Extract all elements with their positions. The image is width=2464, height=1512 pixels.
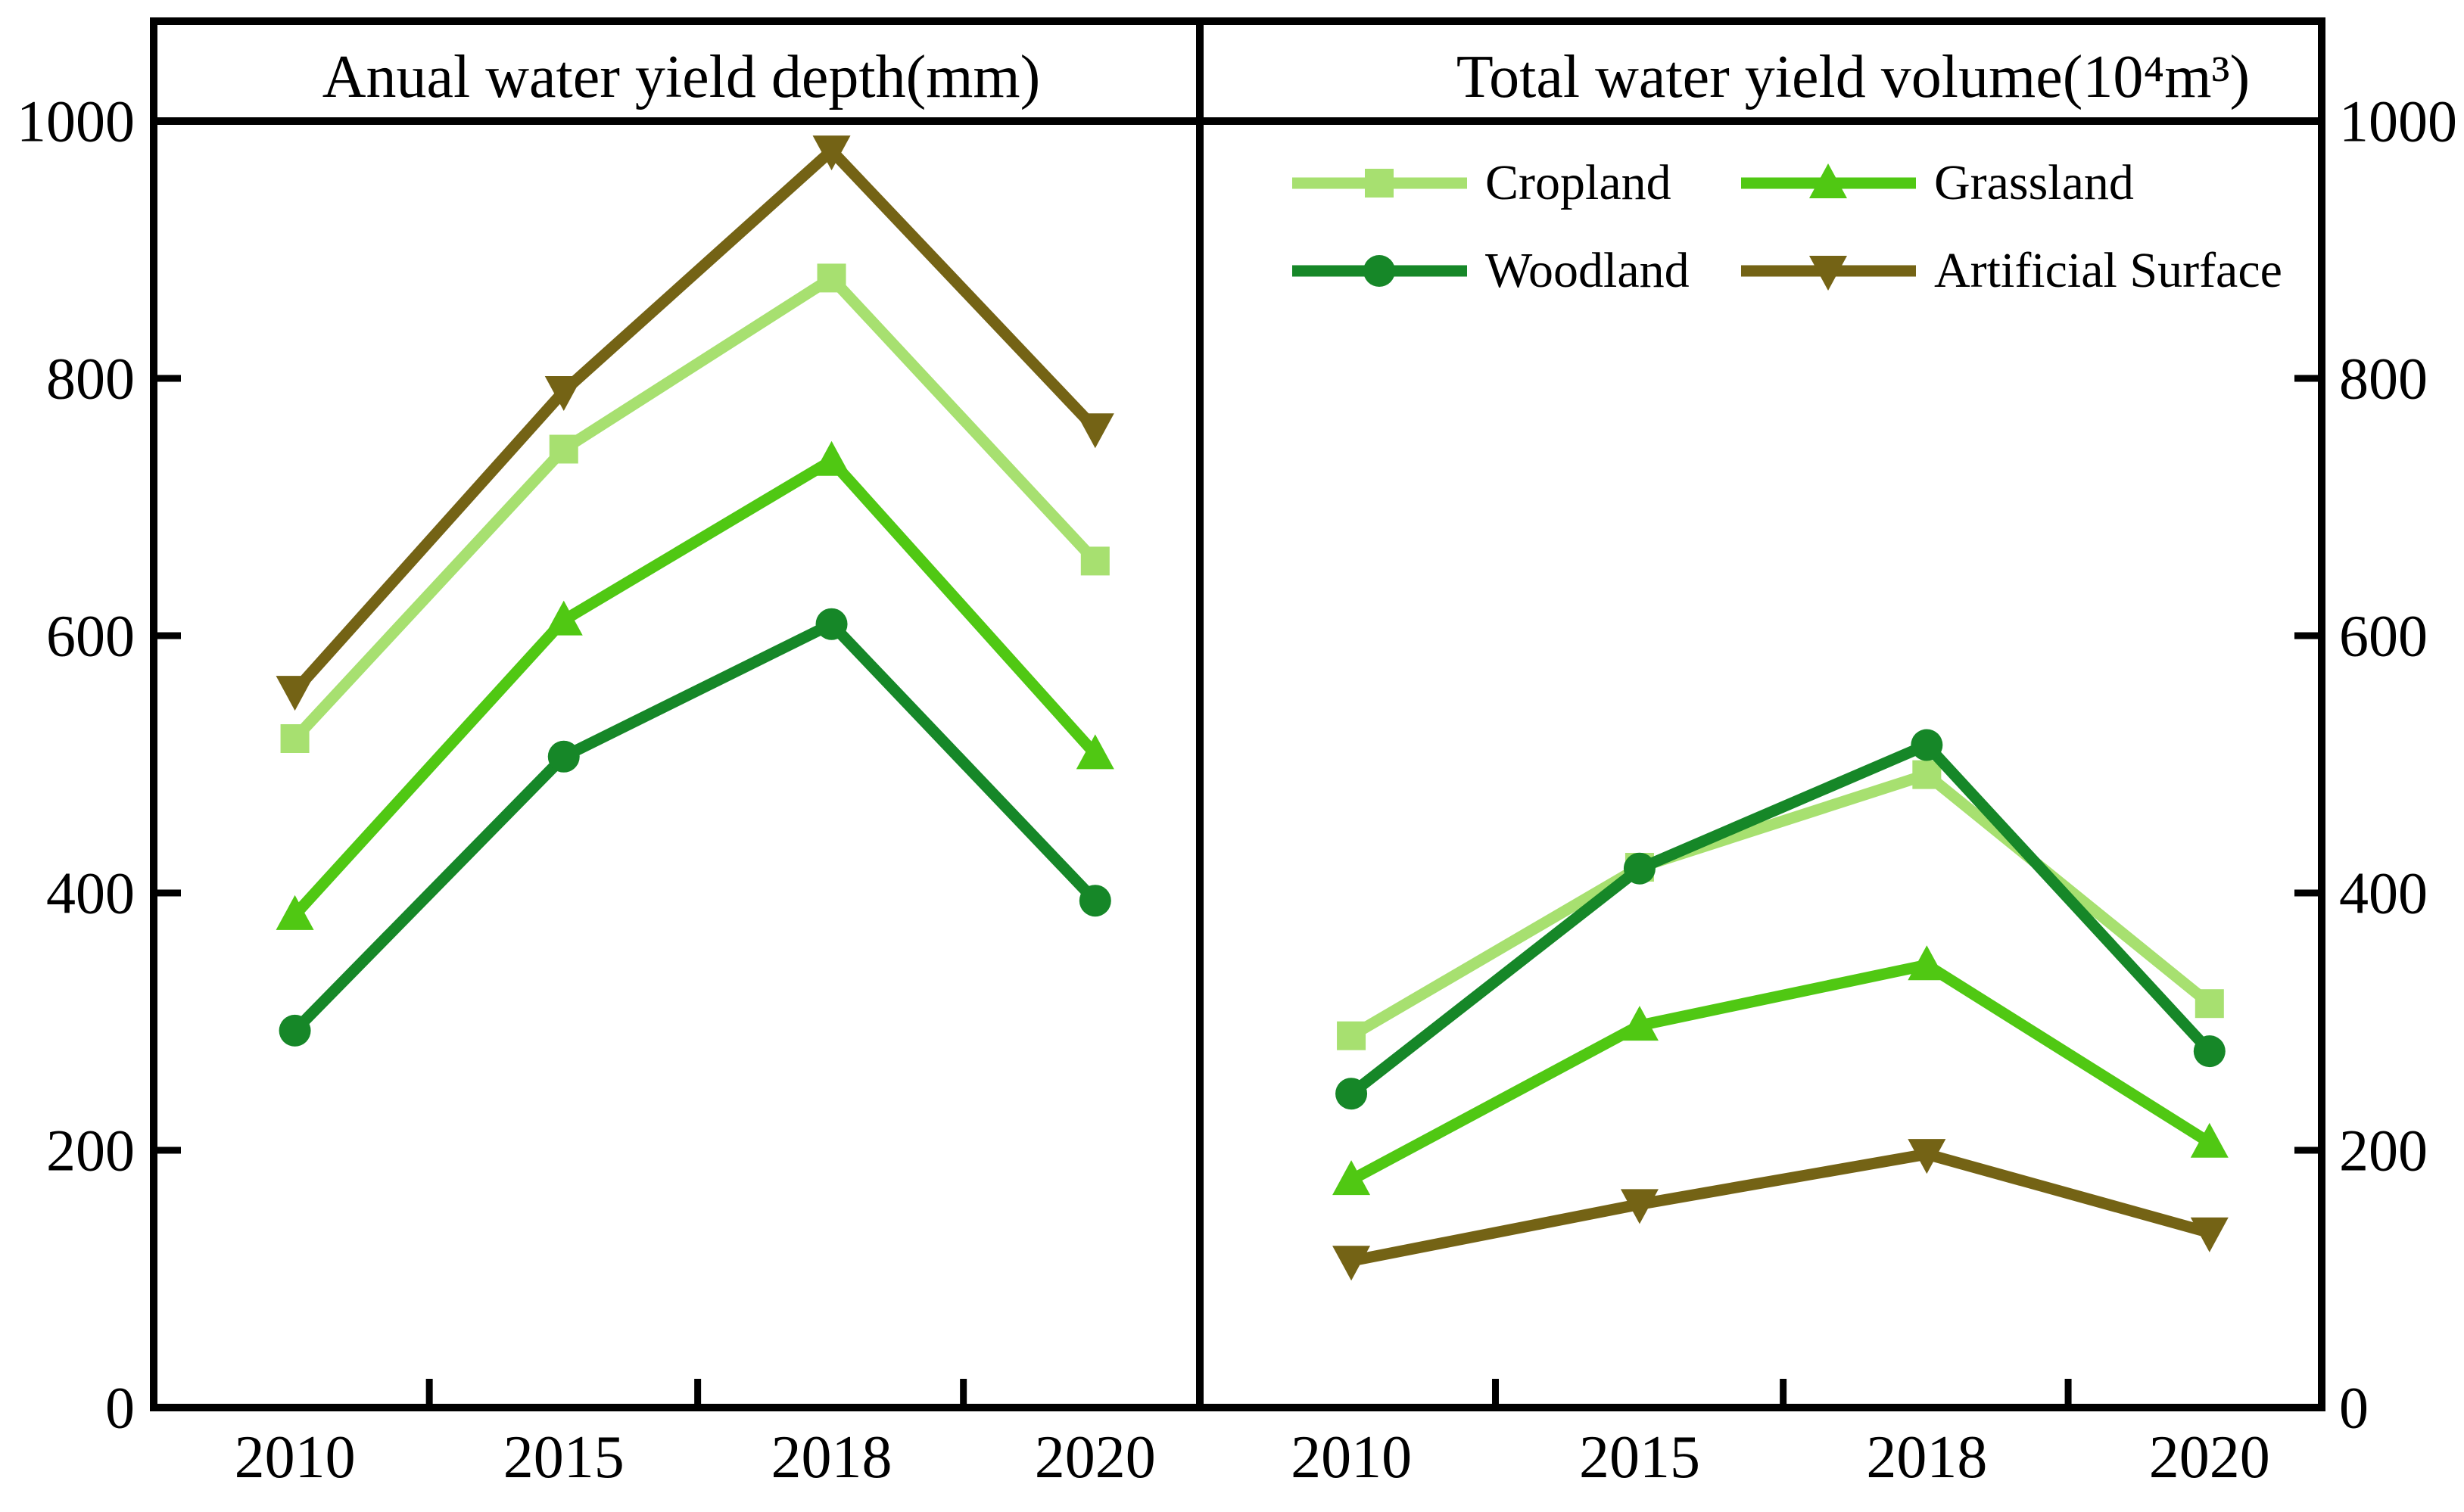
y-tick-label-left: 800 xyxy=(46,346,135,412)
series-marker-woodland xyxy=(815,608,848,640)
series-marker-woodland xyxy=(1911,729,1943,761)
series-marker-woodland xyxy=(547,740,580,773)
legend-label-woodland: Woodland xyxy=(1485,243,1690,298)
series-line-woodland xyxy=(291,617,1100,1035)
square-marker-glyph xyxy=(1365,169,1394,198)
right-panel-title: Total water yield volume(10⁴m³) xyxy=(1456,44,2251,110)
series-marker-cropland xyxy=(1337,1021,1366,1050)
y-tick-label-right: 0 xyxy=(2339,1375,2369,1441)
series-marker-woodland xyxy=(1623,852,1656,885)
y-tick-label-right: 1000 xyxy=(2339,89,2457,154)
x-tick-label: 2010 xyxy=(235,1424,356,1491)
series-marker-cropland xyxy=(1912,760,1942,789)
y-tick-label-left: 200 xyxy=(46,1118,135,1184)
series-marker-artificial-surface xyxy=(2190,1217,2229,1252)
x-tick-label: 2015 xyxy=(503,1424,625,1491)
series-marker-artificial-surface xyxy=(1908,1139,1946,1174)
legend-entry-grassland: Grassland xyxy=(1740,148,2134,218)
y-tick-label-right: 600 xyxy=(2339,603,2428,669)
legend-entry-cropland: Cropland xyxy=(1291,148,1671,218)
series-marker-grassland xyxy=(1076,734,1114,770)
series-marker-cropland xyxy=(280,724,310,753)
legend-label-cropland: Cropland xyxy=(1485,155,1671,210)
series-marker-woodland xyxy=(1335,1078,1368,1110)
x-tick-label: 2015 xyxy=(1579,1424,1700,1491)
cropland-square-marker-icon xyxy=(1292,169,1467,198)
x-tick-label: 2018 xyxy=(771,1424,892,1491)
legend-label-grassland: Grassland xyxy=(1934,155,2134,210)
y-tick-label-right: 400 xyxy=(2339,860,2428,926)
series-marker-cropland xyxy=(2195,989,2224,1019)
series-marker-artificial-surface xyxy=(1076,413,1114,449)
series-marker-woodland xyxy=(279,1014,311,1047)
series-marker-grassland xyxy=(1908,945,1946,981)
left-panel-title: Anual water yield depth(mm) xyxy=(322,44,1041,110)
series-marker-cropland xyxy=(549,434,578,464)
x-tick-label: 2010 xyxy=(1291,1424,1412,1491)
series-marker-cropland xyxy=(817,263,846,293)
series-marker-artificial-surface xyxy=(1620,1189,1659,1224)
series-marker-grassland xyxy=(1620,1006,1659,1041)
series-line-cropland xyxy=(291,270,1100,743)
triangle-down-marker-glyph xyxy=(1809,256,1847,291)
series-marker-grassland xyxy=(544,600,583,636)
y-tick-label-right: 800 xyxy=(2339,346,2428,412)
y-tick-label-left: 600 xyxy=(46,603,135,669)
artificial-surface-triangle-marker-icon xyxy=(1741,256,1916,291)
circle-marker-glyph xyxy=(1363,255,1395,287)
legend-label-artificial-surface: Artificial Surface xyxy=(1934,243,2282,298)
x-tick-label: 2020 xyxy=(2149,1424,2270,1491)
series-marker-artificial-surface xyxy=(544,376,583,411)
series-line-woodland xyxy=(1347,738,2214,1099)
y-tick-label-right: 200 xyxy=(2339,1118,2428,1184)
series-marker-cropland xyxy=(1080,546,1110,576)
series-line-cropland xyxy=(1348,768,2213,1041)
y-tick-label-left: 400 xyxy=(46,860,135,926)
woodland-circle-marker-icon xyxy=(1292,255,1467,287)
series-marker-grassland xyxy=(2190,1122,2229,1158)
series-marker-woodland xyxy=(2193,1035,2226,1068)
series-marker-woodland xyxy=(1079,885,1111,917)
series-marker-grassland xyxy=(1332,1160,1371,1196)
chart-frame xyxy=(150,17,2325,1411)
series-marker-grassland xyxy=(276,894,314,930)
legend-entry-woodland: Woodland xyxy=(1291,236,1690,306)
grassland-triangle-marker-icon xyxy=(1741,163,1916,198)
series-marker-artificial-surface xyxy=(812,135,851,171)
x-tick-label: 2020 xyxy=(1035,1424,1156,1491)
series-line-grassland xyxy=(1348,959,2213,1185)
series-line-artificial-surface xyxy=(290,142,1100,695)
x-tick-label: 2018 xyxy=(1866,1424,1987,1491)
series-marker-artificial-surface xyxy=(1332,1246,1371,1281)
series-line-artificial-surface xyxy=(1350,1148,2211,1267)
triangle-up-marker-glyph xyxy=(1809,163,1847,198)
series-marker-artificial-surface xyxy=(276,676,314,711)
y-tick-label-left: 0 xyxy=(105,1375,135,1441)
series-marker-grassland xyxy=(812,440,851,476)
y-tick-label-left: 1000 xyxy=(17,89,135,154)
series-line-grassland xyxy=(291,453,1100,919)
legend-entry-artificial-surface: Artificial Surface xyxy=(1740,236,2282,306)
